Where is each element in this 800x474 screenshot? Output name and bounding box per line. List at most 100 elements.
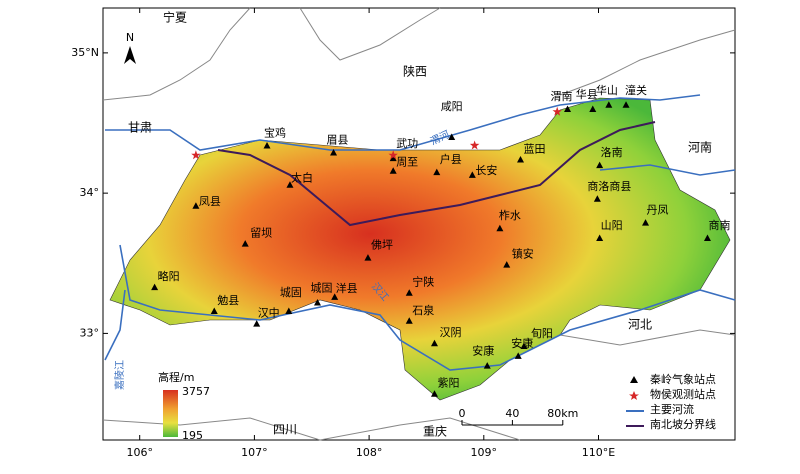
- station-marker: [564, 105, 572, 112]
- station-marker: [331, 293, 339, 300]
- station-marker: [405, 317, 413, 324]
- legend-label: 秦岭气象站点: [650, 372, 716, 386]
- station-label: 城固: [310, 282, 332, 295]
- region-label: 宁夏: [163, 10, 187, 25]
- station-label: 紫阳: [437, 377, 459, 390]
- elevation-max: 3757: [182, 385, 210, 398]
- station-label: 安康: [472, 344, 494, 358]
- station-marker: [389, 167, 397, 174]
- station-label: 汉中: [258, 307, 280, 320]
- station-label: 周至: [396, 156, 418, 169]
- region-label: 陕西: [403, 64, 427, 79]
- station-marker: [286, 181, 294, 188]
- station-marker: [593, 195, 601, 202]
- station-marker: [430, 390, 438, 397]
- station-label: 洋县: [336, 281, 358, 295]
- lon-tick-label: 108°: [356, 446, 383, 459]
- station-marker: [364, 254, 372, 261]
- station-label: 长安: [475, 163, 497, 177]
- station-marker: [253, 320, 261, 327]
- station-label: 略阳: [158, 269, 180, 283]
- observation-site: [191, 150, 201, 160]
- station-label: 商洛商县: [587, 179, 631, 193]
- north-label: N: [126, 31, 134, 44]
- lat-tick-label: 35°N: [71, 46, 99, 59]
- station-label: 镇安: [512, 247, 534, 261]
- station-marker: [622, 101, 630, 108]
- station-label: 蓝田: [524, 142, 546, 155]
- region-label: 河南: [688, 140, 712, 155]
- qinling-terrain: [109, 97, 731, 401]
- station-label: 石泉: [412, 303, 434, 317]
- lon-tick-label: 106°: [126, 446, 153, 459]
- station-label: 眉县: [327, 133, 349, 146]
- elevation-min: 195: [182, 429, 203, 442]
- station-label: 柞水: [499, 208, 521, 222]
- scale-label: 80km: [547, 407, 578, 420]
- station-label: 凤县: [199, 195, 221, 208]
- elevation-title: 高程/m: [158, 370, 194, 384]
- station-label: 华山: [596, 83, 618, 97]
- station-marker: [517, 155, 525, 163]
- lat-tick-label: 34°: [80, 186, 100, 199]
- station-label: 洛南: [601, 145, 623, 159]
- scale-label: 0: [459, 407, 466, 420]
- station-label: 渭南: [551, 90, 573, 103]
- station-label: 华县: [576, 87, 598, 101]
- station-marker: [285, 307, 293, 314]
- legend-label: 南北坡分界线: [650, 417, 716, 431]
- station-marker: [703, 234, 711, 242]
- station-marker: [313, 299, 321, 306]
- observation-site: [552, 106, 562, 116]
- station-marker: [496, 224, 504, 232]
- station-marker: [596, 234, 604, 242]
- station-marker: [430, 339, 438, 347]
- station-label: 潼关: [625, 83, 647, 97]
- elevation-colorbar: [163, 390, 178, 437]
- ns-slope-boundary: [217, 121, 656, 227]
- scale-label: 40: [505, 407, 519, 420]
- station-marker: [642, 219, 650, 226]
- station-label: 勉县: [217, 293, 239, 307]
- station-marker: [330, 148, 338, 156]
- station-label: 宝鸡: [264, 125, 286, 139]
- station-label: 咸阳: [441, 100, 463, 113]
- region-label: 四川: [273, 423, 297, 437]
- rivers: [104, 94, 736, 371]
- station-marker: [483, 362, 491, 369]
- lon-tick-label: 107°: [241, 446, 268, 459]
- station-marker: [503, 261, 511, 268]
- lon-tick-label: 109°: [471, 446, 498, 459]
- station-label: 太白: [291, 171, 313, 185]
- station-marker: [605, 101, 613, 108]
- station-label: 城固: [280, 286, 302, 299]
- station-label: 宁陕: [412, 275, 434, 289]
- station-label: 商南: [708, 218, 730, 232]
- observation-site: [388, 150, 398, 160]
- station-label: 留坝: [250, 226, 272, 240]
- station-label: 佛坪: [371, 239, 393, 252]
- lat-tick-label: 33°: [80, 326, 100, 339]
- station-marker: [241, 240, 249, 247]
- station-marker: [192, 202, 200, 209]
- station-label: 户县: [440, 152, 462, 166]
- station-label: 山阳: [601, 219, 623, 232]
- lon-tick-label: 110°E: [582, 446, 615, 459]
- legend-label: 物侯观测站点: [650, 387, 716, 401]
- station-marker: [514, 352, 522, 359]
- legend: [626, 376, 644, 427]
- station-label: 安康: [511, 336, 533, 350]
- station-marker: [389, 154, 397, 162]
- region-label: 甘肃: [128, 121, 152, 135]
- station-marker: [405, 289, 413, 296]
- station-label: 旬阳: [531, 327, 553, 340]
- station-marker: [520, 342, 528, 350]
- station-marker: [589, 105, 597, 112]
- station-marker: [468, 171, 476, 178]
- station-marker: [210, 307, 218, 314]
- north-arrow: N: [124, 31, 136, 64]
- station-marker: [596, 161, 604, 169]
- province-borders: [102, 7, 736, 441]
- station-label: 丹凤: [647, 204, 669, 217]
- legend-label: 主要河流: [650, 402, 694, 416]
